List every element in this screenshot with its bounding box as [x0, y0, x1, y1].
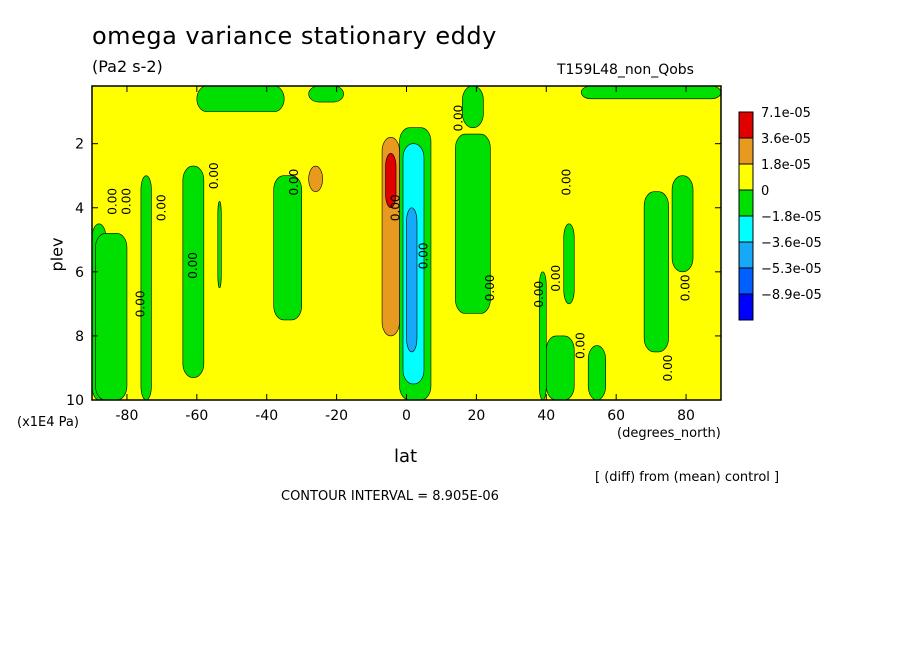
contour-label: 0.00	[389, 194, 403, 221]
legend-swatch	[738, 241, 754, 269]
x-tick-label: 60	[607, 408, 625, 424]
legend-label: 1.8e-05	[761, 158, 811, 173]
color-legend: 7.1e-05 3.6e-05 1.8e-05 0 −1.8e-05 −3.6e-05 −5…	[738, 106, 822, 321]
region-neg3	[406, 207, 418, 353]
y-tick-label: 6	[75, 265, 84, 281]
x-axis-units: (degrees_north)	[617, 426, 721, 441]
contour-label: 0.00	[186, 252, 200, 279]
contour-label: 0.00	[207, 162, 221, 189]
legend-label: 3.6e-05	[761, 132, 811, 147]
x-axis-label: lat	[394, 446, 418, 467]
region-neg	[140, 175, 152, 400]
contour-label: 0.00	[451, 105, 465, 132]
region-neg	[217, 201, 222, 289]
legend-swatch	[738, 111, 754, 139]
legend-swatch	[738, 189, 754, 217]
contour-label: 0.00	[154, 194, 168, 221]
y-tick-label: 4	[75, 201, 84, 217]
region-neg	[643, 191, 669, 353]
y-axis: 2 4 6 8 10	[66, 137, 721, 409]
region-neg	[563, 223, 575, 305]
region-neg	[196, 86, 285, 112]
contour-label: 0.00	[661, 355, 675, 382]
contour-label: 0.00	[119, 188, 133, 215]
contour-label: 0.00	[679, 274, 693, 301]
x-tick-label: 20	[467, 408, 485, 424]
region-neg	[462, 86, 484, 128]
region-neg	[580, 86, 721, 100]
contour-label: 0.00	[483, 274, 497, 301]
x-tick-label: 0	[402, 408, 411, 424]
x-tick-label: -20	[325, 408, 348, 424]
region-neg	[182, 165, 205, 378]
region-neg	[455, 133, 491, 314]
region-pos2	[385, 152, 397, 209]
legend-label: −8.9e-05	[761, 288, 822, 303]
legend-label: 0	[761, 184, 769, 199]
chart-units: (Pa2 s-2)	[92, 57, 163, 76]
contour-label: 0.00	[560, 169, 574, 196]
contour-label: 0.00	[532, 281, 546, 308]
region-neg	[671, 175, 694, 273]
legend-swatch	[738, 163, 754, 191]
x-tick-label: 40	[537, 408, 555, 424]
region-neg	[273, 175, 302, 321]
contour-label: 0.00	[287, 169, 301, 196]
experiment-label: T159L48_non_Qobs	[557, 62, 694, 78]
contour-interval: CONTOUR INTERVAL = 8.905E-06	[281, 489, 499, 504]
region-neg	[95, 233, 128, 400]
legend-label: −1.8e-05	[761, 210, 822, 225]
x-tick-label: -60	[185, 408, 208, 424]
contour-label: 0.00	[133, 291, 147, 318]
y-axis-units: (x1E4 Pa)	[17, 415, 79, 430]
y-tick-label: 2	[75, 137, 84, 153]
diff-note: [ (diff) from (mean) control ]	[595, 470, 780, 485]
y-axis-label: plev	[47, 237, 67, 272]
legend-swatch	[738, 293, 754, 321]
region-neg	[587, 345, 606, 400]
contour-label: 0.00	[416, 242, 430, 269]
chart-title: omega variance stationary eddy	[92, 22, 497, 50]
y-tick-label: 8	[75, 329, 84, 345]
x-tick-label: -40	[255, 408, 278, 424]
legend-label: −3.6e-05	[761, 236, 822, 251]
x-axis: -80 -60 -40 -20 0 20 40 60 80	[116, 86, 695, 424]
legend-swatch	[738, 267, 754, 295]
contour-label: 0.00	[574, 332, 588, 359]
contour-label: 0.00	[105, 188, 119, 215]
x-tick-label: -80	[116, 408, 139, 424]
legend-swatch	[738, 137, 754, 165]
region-neg	[545, 335, 575, 400]
legend-label: 7.1e-05	[761, 106, 811, 121]
filled-regions	[92, 86, 721, 400]
x-tick-label: 80	[677, 408, 695, 424]
legend-swatch	[738, 215, 754, 243]
legend-label: −5.3e-05	[761, 262, 822, 277]
region-neg	[308, 86, 344, 103]
contour-labels: 0.00 0.00 0.000.000.000.000.000.000.000.00…	[105, 105, 692, 382]
region-pos1	[308, 165, 323, 193]
contour-label: 0.00	[549, 265, 563, 292]
y-tick-label: 10	[66, 393, 84, 409]
region-neg	[538, 271, 547, 400]
